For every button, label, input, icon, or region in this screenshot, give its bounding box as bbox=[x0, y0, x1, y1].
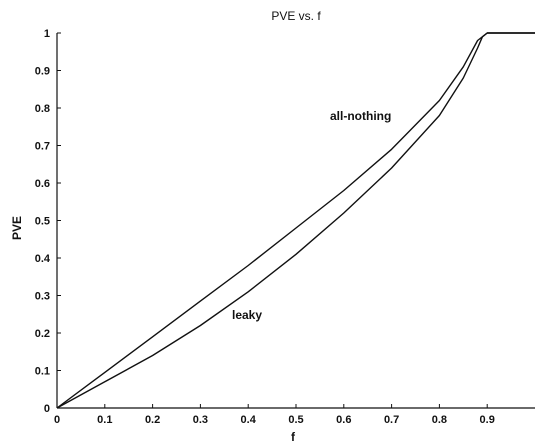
y-tick-label: 0.1 bbox=[35, 366, 50, 378]
x-tick-label: 0.6 bbox=[336, 414, 351, 426]
x-tick-label: 0.4 bbox=[241, 414, 257, 426]
y-tick-label: 0.7 bbox=[35, 141, 50, 153]
x-tick-label: 0.8 bbox=[432, 414, 447, 426]
x-tick-label: 0 bbox=[54, 414, 60, 426]
series-line-leaky bbox=[56, 32, 535, 409]
series-lines bbox=[56, 32, 535, 409]
y-tick-labels: 0 0.1 0.2 0.3 0.4 0.5 0.6 0.7 0.8 0.9 1 bbox=[35, 28, 51, 415]
y-tick-label: 0.6 bbox=[35, 178, 50, 190]
y-tick-label: 0.2 bbox=[35, 328, 50, 340]
x-tick-label: 0.5 bbox=[288, 414, 303, 426]
y-tick-label: 0.4 bbox=[35, 253, 51, 265]
annotation-all-nothing: all-nothing bbox=[330, 109, 391, 123]
x-axis-label: f bbox=[291, 430, 296, 444]
y-tick-label: 0.8 bbox=[35, 103, 50, 115]
y-tick-label: 0.3 bbox=[35, 291, 50, 303]
x-tick-label: 0.9 bbox=[480, 414, 495, 426]
x-tick-label: 0.7 bbox=[384, 414, 399, 426]
x-tick-label: 0.2 bbox=[145, 414, 160, 426]
axes bbox=[56, 32, 535, 409]
y-tick-label: 1 bbox=[44, 28, 50, 40]
chart-title: PVE vs. f bbox=[271, 9, 321, 23]
y-tick-label: 0.5 bbox=[35, 216, 50, 228]
x-tick-label: 0.3 bbox=[193, 414, 208, 426]
y-tick-label: 0.9 bbox=[35, 66, 50, 78]
y-axis-label: PVE bbox=[10, 216, 24, 240]
y-tick-label: 0 bbox=[44, 403, 50, 415]
x-tick-labels: 0 0.1 0.2 0.3 0.4 0.5 0.6 0.7 0.8 0.9 bbox=[54, 414, 495, 426]
annotation-leaky: leaky bbox=[232, 308, 262, 322]
series-line-all-nothing bbox=[56, 32, 535, 409]
x-tick-label: 0.1 bbox=[97, 414, 112, 426]
